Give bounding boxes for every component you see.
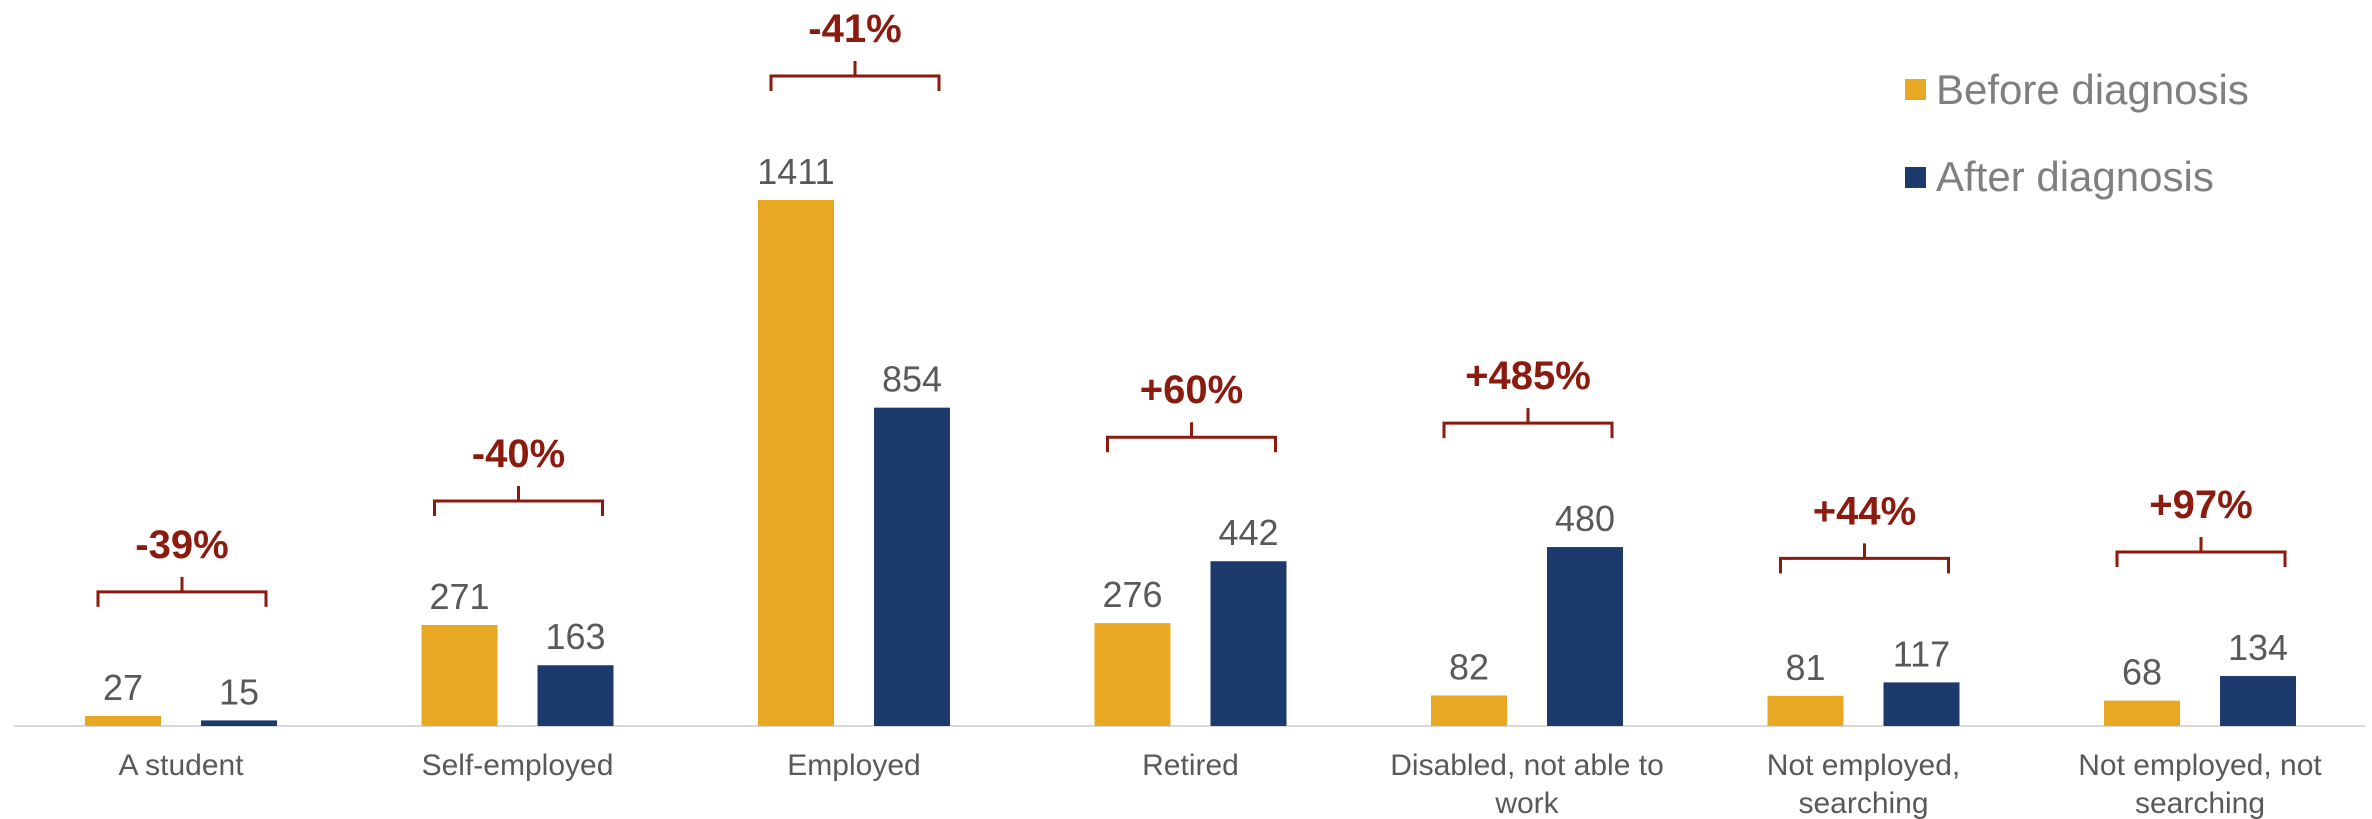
bar-after-diagnosis xyxy=(1883,682,1960,726)
bar-before-diagnosis xyxy=(1094,623,1171,726)
data-label-before-diagnosis: 82 xyxy=(1449,646,1489,687)
change-label: +97% xyxy=(2149,483,2252,527)
data-label-after-diagnosis: 854 xyxy=(882,359,942,400)
change-label: -40% xyxy=(472,432,565,476)
change-bracket xyxy=(1779,543,1950,574)
data-label-before-diagnosis: 276 xyxy=(1102,574,1162,615)
data-label-before-diagnosis: 27 xyxy=(103,667,143,708)
bar-after-diagnosis xyxy=(874,407,950,726)
legend-label-after-diagnosis: After diagnosis xyxy=(1936,153,2214,200)
category-label: A student xyxy=(118,749,244,782)
legend-label-before-diagnosis: Before diagnosis xyxy=(1936,66,2249,113)
data-label-before-diagnosis: 271 xyxy=(429,576,489,617)
change-bracket xyxy=(1442,408,1614,439)
bar-after-diagnosis xyxy=(1210,561,1287,726)
bar-before-diagnosis xyxy=(2104,700,2180,726)
bar-before-diagnosis xyxy=(1431,695,1507,726)
category-label: Self-employed xyxy=(422,749,614,782)
data-label-after-diagnosis: 163 xyxy=(545,616,605,657)
bar-before-diagnosis xyxy=(85,715,161,726)
change-label: +60% xyxy=(1140,368,1243,412)
change-bracket xyxy=(1106,422,1277,453)
data-label-after-diagnosis: 442 xyxy=(1218,512,1278,553)
change-bracket xyxy=(769,61,941,91)
bar-after-diagnosis xyxy=(537,665,614,726)
category-label: work xyxy=(1494,787,1559,819)
bar-after-diagnosis xyxy=(201,720,277,726)
change-bracket xyxy=(96,576,268,607)
data-label-before-diagnosis: 68 xyxy=(2122,652,2162,693)
change-bracket xyxy=(433,485,604,516)
plot-area: 27 15 -39% A student 271 163 -40% Self-employed… xyxy=(14,7,2365,819)
bar-before-diagnosis xyxy=(758,200,834,726)
category-label: Not employed, xyxy=(1767,749,1960,782)
bar-before-diagnosis xyxy=(1767,695,1844,726)
category-label: Employed xyxy=(787,749,920,782)
legend-swatch-before-diagnosis xyxy=(1905,79,1926,100)
data-label-after-diagnosis: 134 xyxy=(2228,627,2288,668)
bar-before-diagnosis xyxy=(421,624,498,726)
data-label-before-diagnosis: 1411 xyxy=(757,151,834,192)
change-label: -41% xyxy=(808,7,901,51)
data-label-after-diagnosis: 15 xyxy=(219,671,259,712)
data-label-after-diagnosis: 117 xyxy=(1893,633,1950,674)
category-label: Retired xyxy=(1142,749,1239,782)
category-label: Disabled, not able to xyxy=(1390,749,1664,782)
chart-legend: Before diagnosis After diagnosis xyxy=(1905,66,2249,200)
bar-after-diagnosis xyxy=(2220,676,2296,726)
change-label: +485% xyxy=(1465,354,1591,398)
data-label-after-diagnosis: 480 xyxy=(1555,498,1615,539)
category-label: searching xyxy=(2135,787,2265,819)
category-label: searching xyxy=(1798,787,1928,819)
change-label: +44% xyxy=(1813,489,1916,533)
category-label: Not employed, not xyxy=(2078,749,2322,782)
change-label: -39% xyxy=(135,523,228,567)
legend-swatch-after-diagnosis xyxy=(1905,167,1926,188)
data-label-before-diagnosis: 81 xyxy=(1785,647,1825,688)
bar-after-diagnosis xyxy=(1547,547,1623,726)
change-bracket xyxy=(2115,537,2287,568)
